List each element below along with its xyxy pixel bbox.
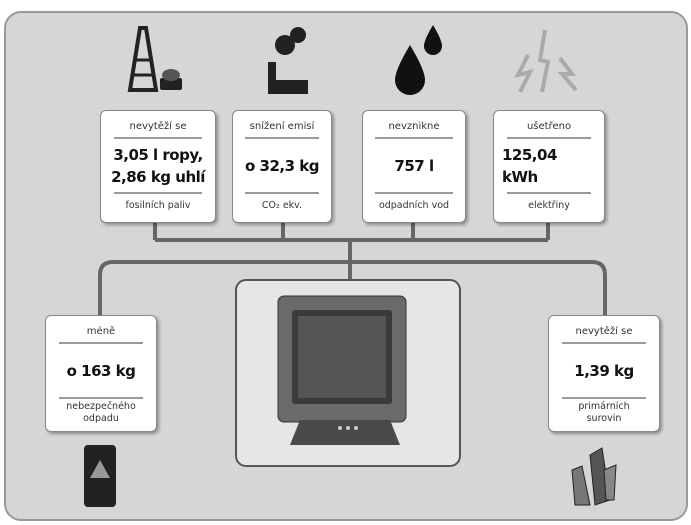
stat-unit-line: odpadu <box>83 413 119 425</box>
stat-value: 125,04 kWh <box>502 141 596 190</box>
stat-value: o 163 kg <box>67 346 136 395</box>
stat-unit: CO₂ ekv. <box>262 196 302 216</box>
stat-value-line: 3,05 l ropy, <box>113 144 202 166</box>
separator <box>245 137 319 139</box>
stat-label: nevytěží se <box>130 117 187 135</box>
diagram-graphics <box>0 0 691 525</box>
separator <box>114 192 202 194</box>
stat-label: nevznikne <box>388 117 439 135</box>
stat-unit: odpadních vod <box>379 196 449 216</box>
infographic: nevytěží se 3,05 l ropy,2,86 kg uhlí fosil… <box>0 0 691 525</box>
stat-value-line: o 32,3 kg <box>245 155 319 177</box>
stat-box: snížení emisí o 32,3 kg CO₂ ekv. <box>232 110 332 223</box>
stat-unit-line: fosilních paliv <box>125 200 190 212</box>
separator <box>245 192 319 194</box>
stat-value-line: 1,39 kg <box>574 360 633 382</box>
separator <box>507 192 592 194</box>
separator <box>114 137 202 139</box>
separator <box>562 397 647 399</box>
separator <box>59 397 144 399</box>
stat-unit: fosilních paliv <box>125 196 190 216</box>
stat-unit-line: primárních <box>578 401 629 413</box>
stat-value-line: o 163 kg <box>67 360 136 382</box>
stat-unit-line: CO₂ ekv. <box>262 200 302 212</box>
stat-label: méně <box>87 322 115 340</box>
stat-value: o 32,3 kg <box>245 141 319 190</box>
stat-value: 1,39 kg <box>574 346 633 395</box>
separator <box>562 342 647 344</box>
stat-unit-line: surovin <box>587 413 622 425</box>
separator <box>59 342 144 344</box>
stat-box: ušetřeno 125,04 kWh elektřiny <box>493 110 605 223</box>
stat-value: 3,05 l ropy,2,86 kg uhlí <box>111 141 205 190</box>
stat-label: ušetřeno <box>527 117 571 135</box>
stat-value-line: 757 l <box>394 155 433 177</box>
stat-label: snížení emisí <box>250 117 315 135</box>
stat-unit-line: elektřiny <box>528 200 570 212</box>
stat-box: nevytěží se 3,05 l ropy,2,86 kg uhlí fosil… <box>100 110 216 223</box>
separator <box>375 192 452 194</box>
barrel-icon <box>84 445 116 507</box>
stat-label: nevytěží se <box>576 322 633 340</box>
stat-value: 757 l <box>394 141 433 190</box>
stat-value-line: 125,04 kWh <box>502 144 596 188</box>
separator <box>507 137 592 139</box>
stat-value-line: 2,86 kg uhlí <box>111 166 205 188</box>
stat-box: nevznikne 757 l odpadních vod <box>362 110 466 223</box>
separator <box>375 137 452 139</box>
stat-unit-line: nebezpečného <box>66 401 136 413</box>
stat-unit: elektřiny <box>528 196 570 216</box>
stat-unit-line: odpadních vod <box>379 200 449 212</box>
